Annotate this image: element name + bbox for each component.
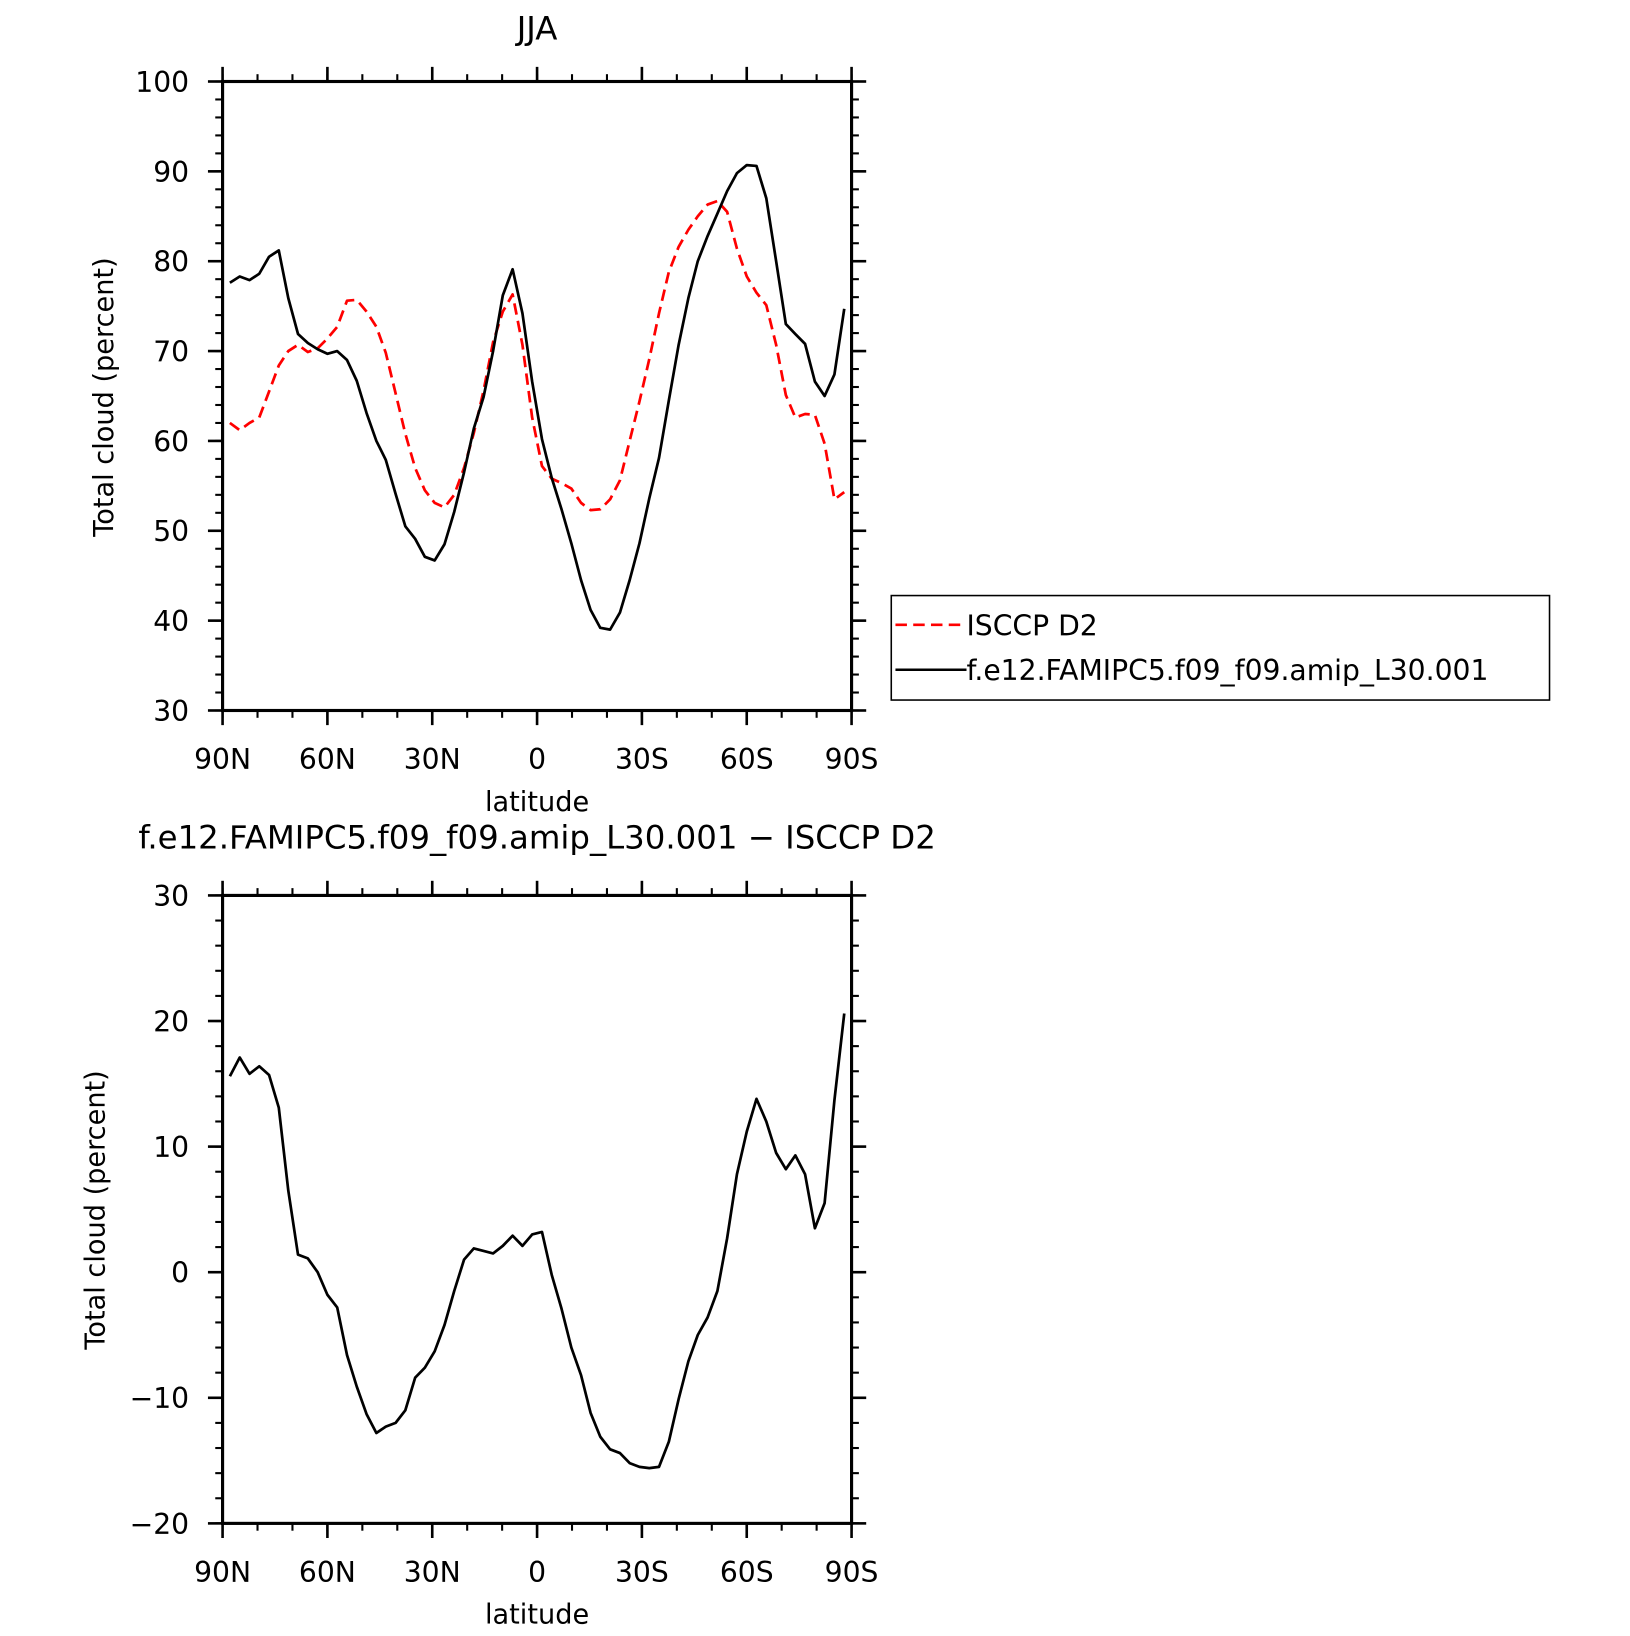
top-x-tick-label: 60N [299, 743, 356, 776]
top-plot-frame [221, 79, 854, 713]
top-plot: JJA latitude Total cloud (percent) 90N 60… [89, 10, 879, 818]
top-y-tick-label: 60 [153, 425, 189, 458]
bottom-plot-title: f.e12.FAMIPC5.f09_f09.amip_L30.001 − ISC… [138, 818, 936, 856]
bottom-x-tick-label: 60S [720, 1556, 774, 1589]
bottom-plot: f.e12.FAMIPC5.f09_f09.amip_L30.001 − ISC… [81, 818, 936, 1630]
top-y-tick-label: 70 [153, 336, 189, 369]
bottom-x-axis-label: latitude [485, 1600, 589, 1631]
bottom-x-tick-label: 30N [404, 1556, 461, 1589]
top-x-tick-label: 0 [528, 743, 546, 776]
top-y-tick-label: 50 [153, 515, 189, 548]
top-y-axis-label: Total cloud (percent) [89, 257, 120, 537]
legend-box [890, 594, 1551, 701]
bottom-y-tick-label: 0 [171, 1257, 189, 1290]
bottom-x-tick-label: 0 [528, 1556, 546, 1589]
bottom-x-tick-label: 60N [299, 1556, 356, 1589]
top-x-axis-label: latitude [485, 787, 589, 818]
top-x-tick-label: 90S [825, 743, 879, 776]
bottom-x-tick-label: 90N [194, 1556, 251, 1589]
bottom-plot-frame [221, 893, 854, 1525]
bottom-y-tick-label: 30 [153, 880, 189, 913]
top-y-tick-label: 80 [153, 246, 189, 279]
bottom-y-tick-label: 20 [153, 1005, 189, 1038]
legend: ISCCP D2 f.e12.FAMIPC5.f09_f09.amip_L30.… [890, 594, 1551, 701]
top-y-tick-label: 30 [153, 695, 189, 728]
top-y-tick-label: 40 [153, 605, 189, 638]
top-x-tick-label: 90N [194, 743, 251, 776]
top-y-tick-label: 100 [135, 66, 189, 99]
top-y-tick-label: 90 [153, 156, 189, 189]
bottom-y-tick-label: −10 [130, 1382, 190, 1415]
bottom-y-tick-label: −20 [130, 1508, 190, 1541]
legend-label-isccp: ISCCP D2 [967, 609, 1098, 642]
bottom-series-line-difference [228, 1013, 846, 1470]
top-x-tick-label: 60S [720, 743, 774, 776]
top-x-tick-label: 30S [615, 743, 669, 776]
top-x-tick-label: 30N [404, 743, 461, 776]
legend-label-model: f.e12.FAMIPC5.f09_f09.amip_L30.001 [967, 654, 1489, 687]
top-series-line-isccp [229, 199, 846, 512]
bottom-x-tick-label: 90S [825, 1556, 879, 1589]
bottom-y-tick-label: 10 [153, 1131, 189, 1164]
bottom-y-axis-label: Total cloud (percent) [81, 1070, 112, 1350]
top-series-line-model [229, 163, 846, 631]
top-plot-title: JJA [515, 10, 558, 48]
bottom-x-tick-label: 30S [615, 1556, 669, 1589]
